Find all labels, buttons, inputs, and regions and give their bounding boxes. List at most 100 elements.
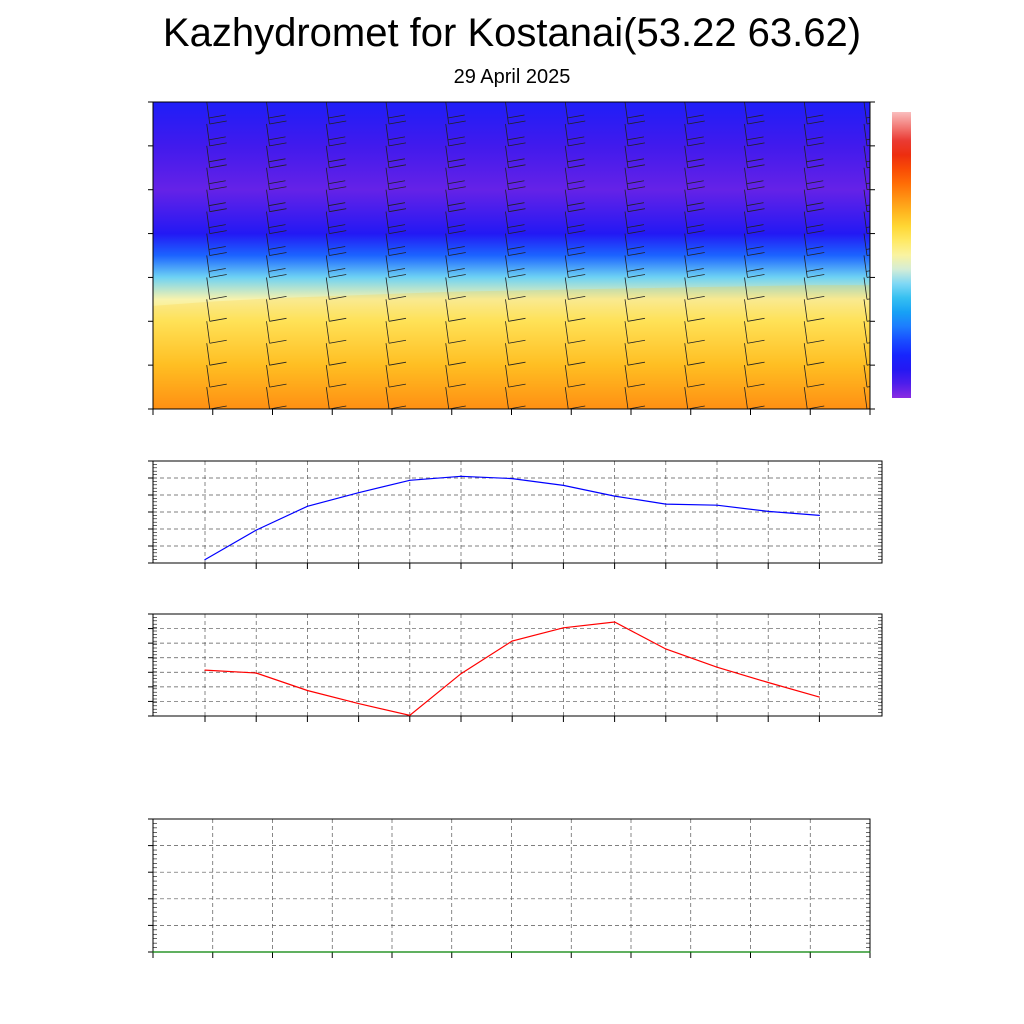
wind-barb-flag <box>747 120 765 125</box>
data-point <box>818 696 821 698</box>
wind-barb-staff <box>744 189 748 212</box>
data-point <box>306 689 308 692</box>
data-point <box>614 621 616 623</box>
wind-barb-staff <box>445 233 450 256</box>
wind-barb-flag <box>329 383 347 388</box>
wind-barb-staff <box>863 255 868 278</box>
wind-barb-flag <box>328 224 346 229</box>
wind-barb-flag <box>626 114 645 119</box>
wind-barb-flag <box>508 230 526 235</box>
wind-barb-staff <box>445 343 450 366</box>
wind-barb-flag <box>686 114 704 119</box>
wind-barb-flag <box>567 136 585 141</box>
wind-barb-staff <box>445 255 450 278</box>
data-point <box>767 681 769 684</box>
wind-barb-staff <box>266 386 270 409</box>
wind-barb-flag <box>268 114 286 119</box>
wind-barb-staff <box>206 102 211 125</box>
wind-barb-staff <box>803 277 808 300</box>
wind-barb-flag <box>807 230 825 235</box>
wind-barb-flag <box>626 158 645 163</box>
wind-barb-staff <box>863 277 868 300</box>
wind-barb-staff <box>803 255 808 278</box>
wind-barb-flag <box>747 339 765 344</box>
data-point <box>716 666 718 668</box>
wind-barb-staff <box>445 365 450 388</box>
wind-barb-flag <box>387 202 406 207</box>
wind-barb-flag <box>448 383 466 388</box>
wind-barb-staff <box>385 167 390 190</box>
wind-barb-staff <box>564 211 569 234</box>
wind-barb-flag <box>328 158 346 163</box>
wind-barb-flag <box>508 317 526 322</box>
wind-barb-staff <box>266 233 270 256</box>
data-point <box>255 672 257 674</box>
wind-barb-staff <box>803 167 808 190</box>
wind-barb-staff <box>803 321 808 344</box>
wind-barb-flag <box>626 136 645 141</box>
wind-barb-staff <box>564 167 569 190</box>
wind-barb-flag <box>747 361 765 366</box>
data-point <box>460 475 462 477</box>
wind-barb-flag <box>269 317 287 322</box>
wind-barb-staff <box>803 386 808 409</box>
wind-barb-flag <box>687 120 705 125</box>
wind-barb-flag <box>328 268 346 272</box>
data-point <box>358 492 360 494</box>
wind-barb-staff <box>445 321 450 344</box>
wind-barb-staff <box>744 321 748 344</box>
wind-barb-staff <box>325 386 330 409</box>
wind-barb-staff <box>624 321 629 344</box>
wind-barb-flag <box>448 252 466 256</box>
wind-barb-staff <box>325 321 330 344</box>
wind-barb-flag <box>447 224 465 229</box>
wind-barb-flag <box>208 114 226 119</box>
wind-barb-flag <box>448 317 466 322</box>
wind-barb-staff <box>744 145 748 168</box>
wind-barb-flag <box>328 136 346 141</box>
wind-barb-flag <box>387 158 406 163</box>
wind-barb-staff <box>266 343 270 366</box>
wind-barb-staff <box>445 277 450 300</box>
wind-barb-flag <box>508 361 526 366</box>
wind-barb-flag <box>627 295 646 300</box>
wind-barb-staff <box>803 211 808 234</box>
wind-barb-flag <box>209 317 227 322</box>
wind-barb-flag <box>209 164 227 169</box>
data-point <box>409 714 411 716</box>
data-point <box>767 510 769 513</box>
wind-barb-flag <box>807 142 825 147</box>
wind-barb-staff <box>684 255 689 278</box>
wind-barb-flag <box>269 186 287 191</box>
wind-barb-flag <box>627 230 646 235</box>
wind-barb-flag <box>806 180 824 185</box>
wind-barb-flag <box>329 317 347 322</box>
wind-barb-flag <box>447 136 465 141</box>
wind-barb-flag <box>568 252 586 256</box>
wind-barb-flag <box>448 295 466 300</box>
wind-barb-flag <box>568 339 586 344</box>
wind-barb-staff <box>624 102 629 125</box>
wind-barb-flag <box>807 164 825 169</box>
wind-barb-staff <box>863 233 868 256</box>
wind-barb-flag <box>567 114 585 119</box>
wind-barb-flag <box>387 224 406 229</box>
wind-barb-flag <box>568 274 586 278</box>
wind-barb-flag <box>687 208 705 213</box>
wind-barb-staff <box>206 145 211 168</box>
wind-barb-flag <box>328 246 346 250</box>
wind-barb-flag <box>269 208 287 213</box>
wind-barb-staff <box>744 167 748 190</box>
wind-barb-staff <box>744 123 748 146</box>
wind-barb-flag <box>687 317 705 322</box>
wind-barb-staff <box>325 145 330 168</box>
wind-barb-staff <box>624 343 629 366</box>
wind-barb-flag <box>268 180 286 185</box>
wind-barb-flag <box>328 180 346 185</box>
wind-barb-staff <box>445 299 450 322</box>
wind-barb-flag <box>687 142 705 147</box>
data-point <box>511 640 513 642</box>
wind-barb-flag <box>388 317 407 322</box>
wind-barb-flag <box>388 361 407 366</box>
temperature-colorbar <box>892 112 911 398</box>
